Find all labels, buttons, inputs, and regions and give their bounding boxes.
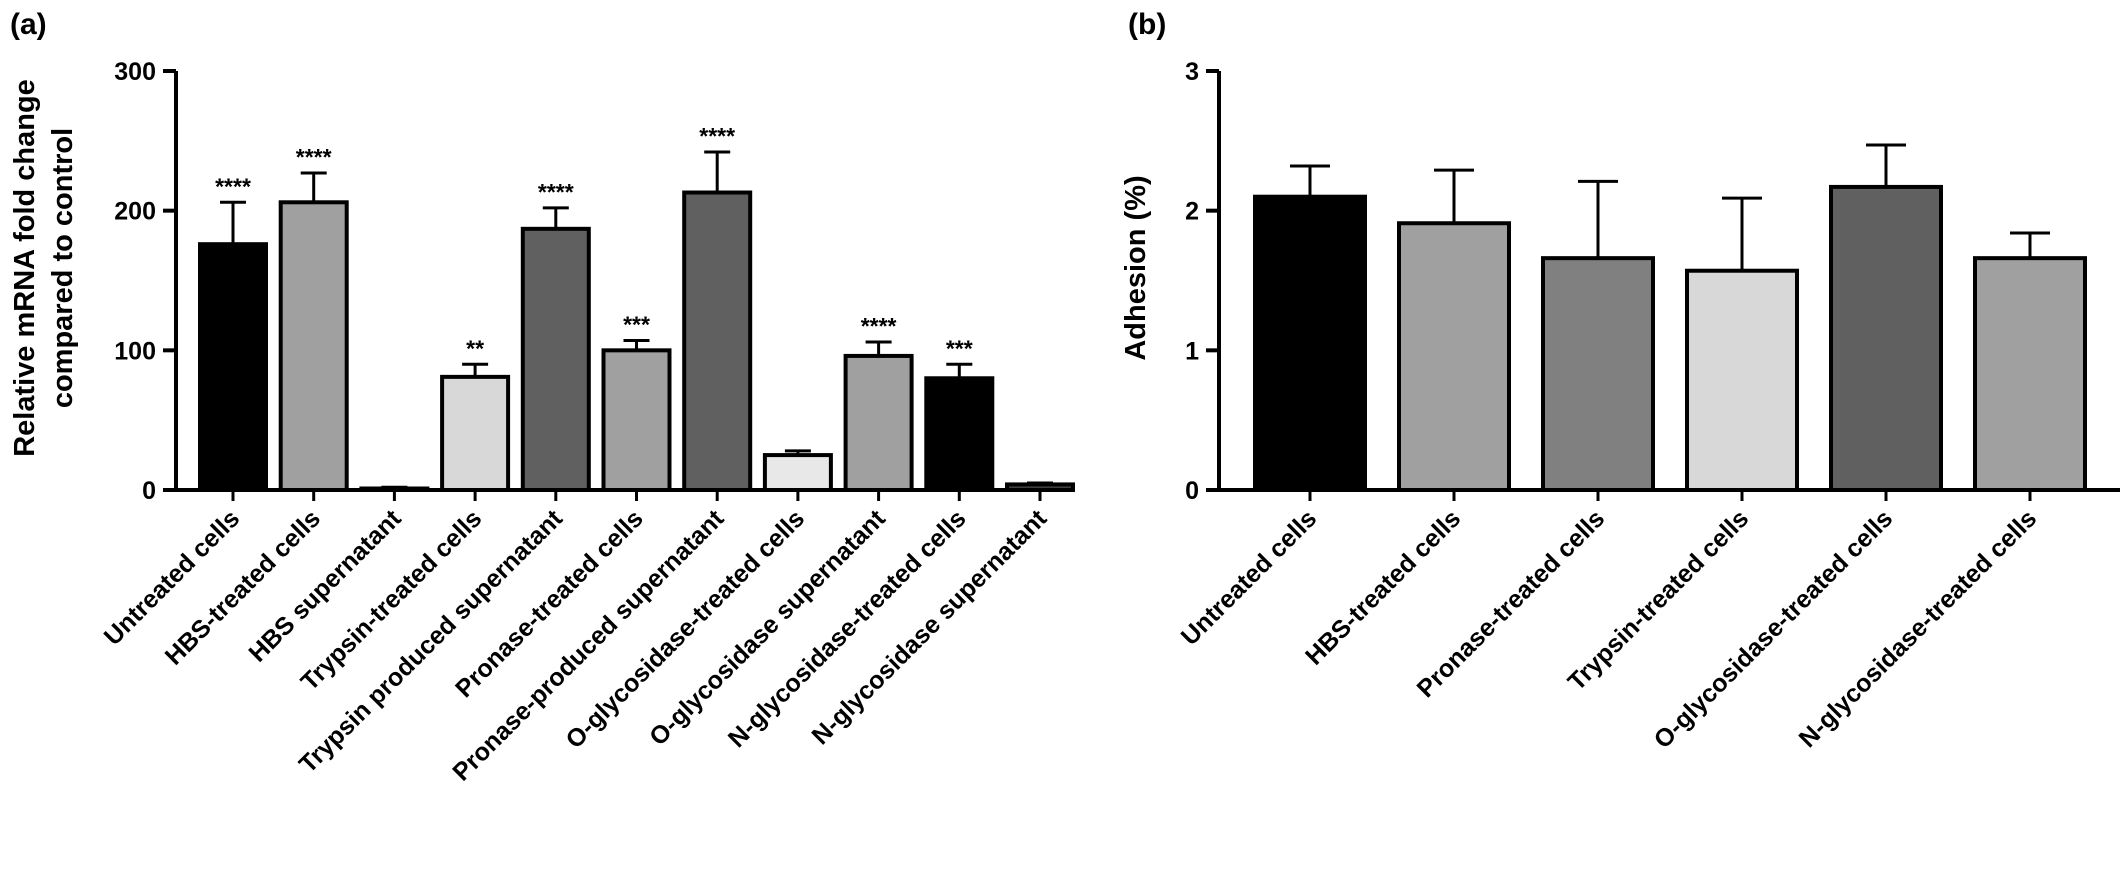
chart-panel-1: (b) Adhesion (%) Untreated cellsHBS-treate… [1120, 8, 2120, 754]
significance-label: **** [215, 173, 251, 199]
y-axis-label: Adhesion (%) [1120, 175, 1152, 360]
bar [1253, 194, 1367, 492]
significance-label: *** [623, 312, 650, 338]
y-tick-label: 300 [114, 58, 156, 86]
category-label: Untreated cells [99, 504, 246, 651]
category-label: HBS-treated cells [1300, 504, 1466, 670]
bar [682, 190, 753, 492]
y-axis-label: compared to control [47, 128, 79, 408]
bar [520, 226, 591, 492]
significance-label: **** [861, 313, 897, 339]
category-label: HBS-treated cells [160, 504, 326, 670]
bar [198, 242, 268, 492]
bar [1685, 268, 1799, 492]
bar [601, 348, 672, 493]
significance-label: **** [296, 144, 332, 170]
category-label: O-glycosidase-treated cells [1649, 504, 1899, 754]
y-tick-label: 200 [114, 198, 156, 226]
significance-label: *** [946, 335, 973, 361]
bar [440, 374, 511, 492]
y-axis-label: Relative mRNA fold change [9, 79, 41, 457]
significance-label: **** [538, 179, 574, 205]
significance-label: **** [699, 123, 735, 149]
panel-letter: (a) [10, 8, 47, 41]
y-tick-label: 100 [114, 337, 156, 365]
y-tick-label: 0 [1185, 477, 1199, 505]
bar [843, 353, 914, 493]
y-tick-label: 3 [1185, 58, 1199, 86]
y-tick-label: 1 [1185, 337, 1199, 365]
category-label: HBS supernatant [243, 504, 407, 668]
bar [1397, 221, 1511, 492]
y-tick-label: 0 [142, 477, 156, 505]
bar [1829, 184, 1943, 492]
chart-panel-0: (a) Relative mRNA fold change compared to … [9, 8, 1075, 787]
category-label: N-glycosidase-treated cells [1794, 504, 2043, 753]
category-label: Untreated cells [1176, 504, 1323, 651]
y-tick-label: 2 [1185, 198, 1199, 226]
bar [1541, 256, 1655, 492]
bar [762, 453, 833, 493]
bar [924, 376, 995, 492]
bar [278, 200, 349, 493]
significance-label: ** [466, 335, 484, 361]
panel-letter: (b) [1128, 8, 1166, 41]
bar [1973, 256, 2087, 492]
